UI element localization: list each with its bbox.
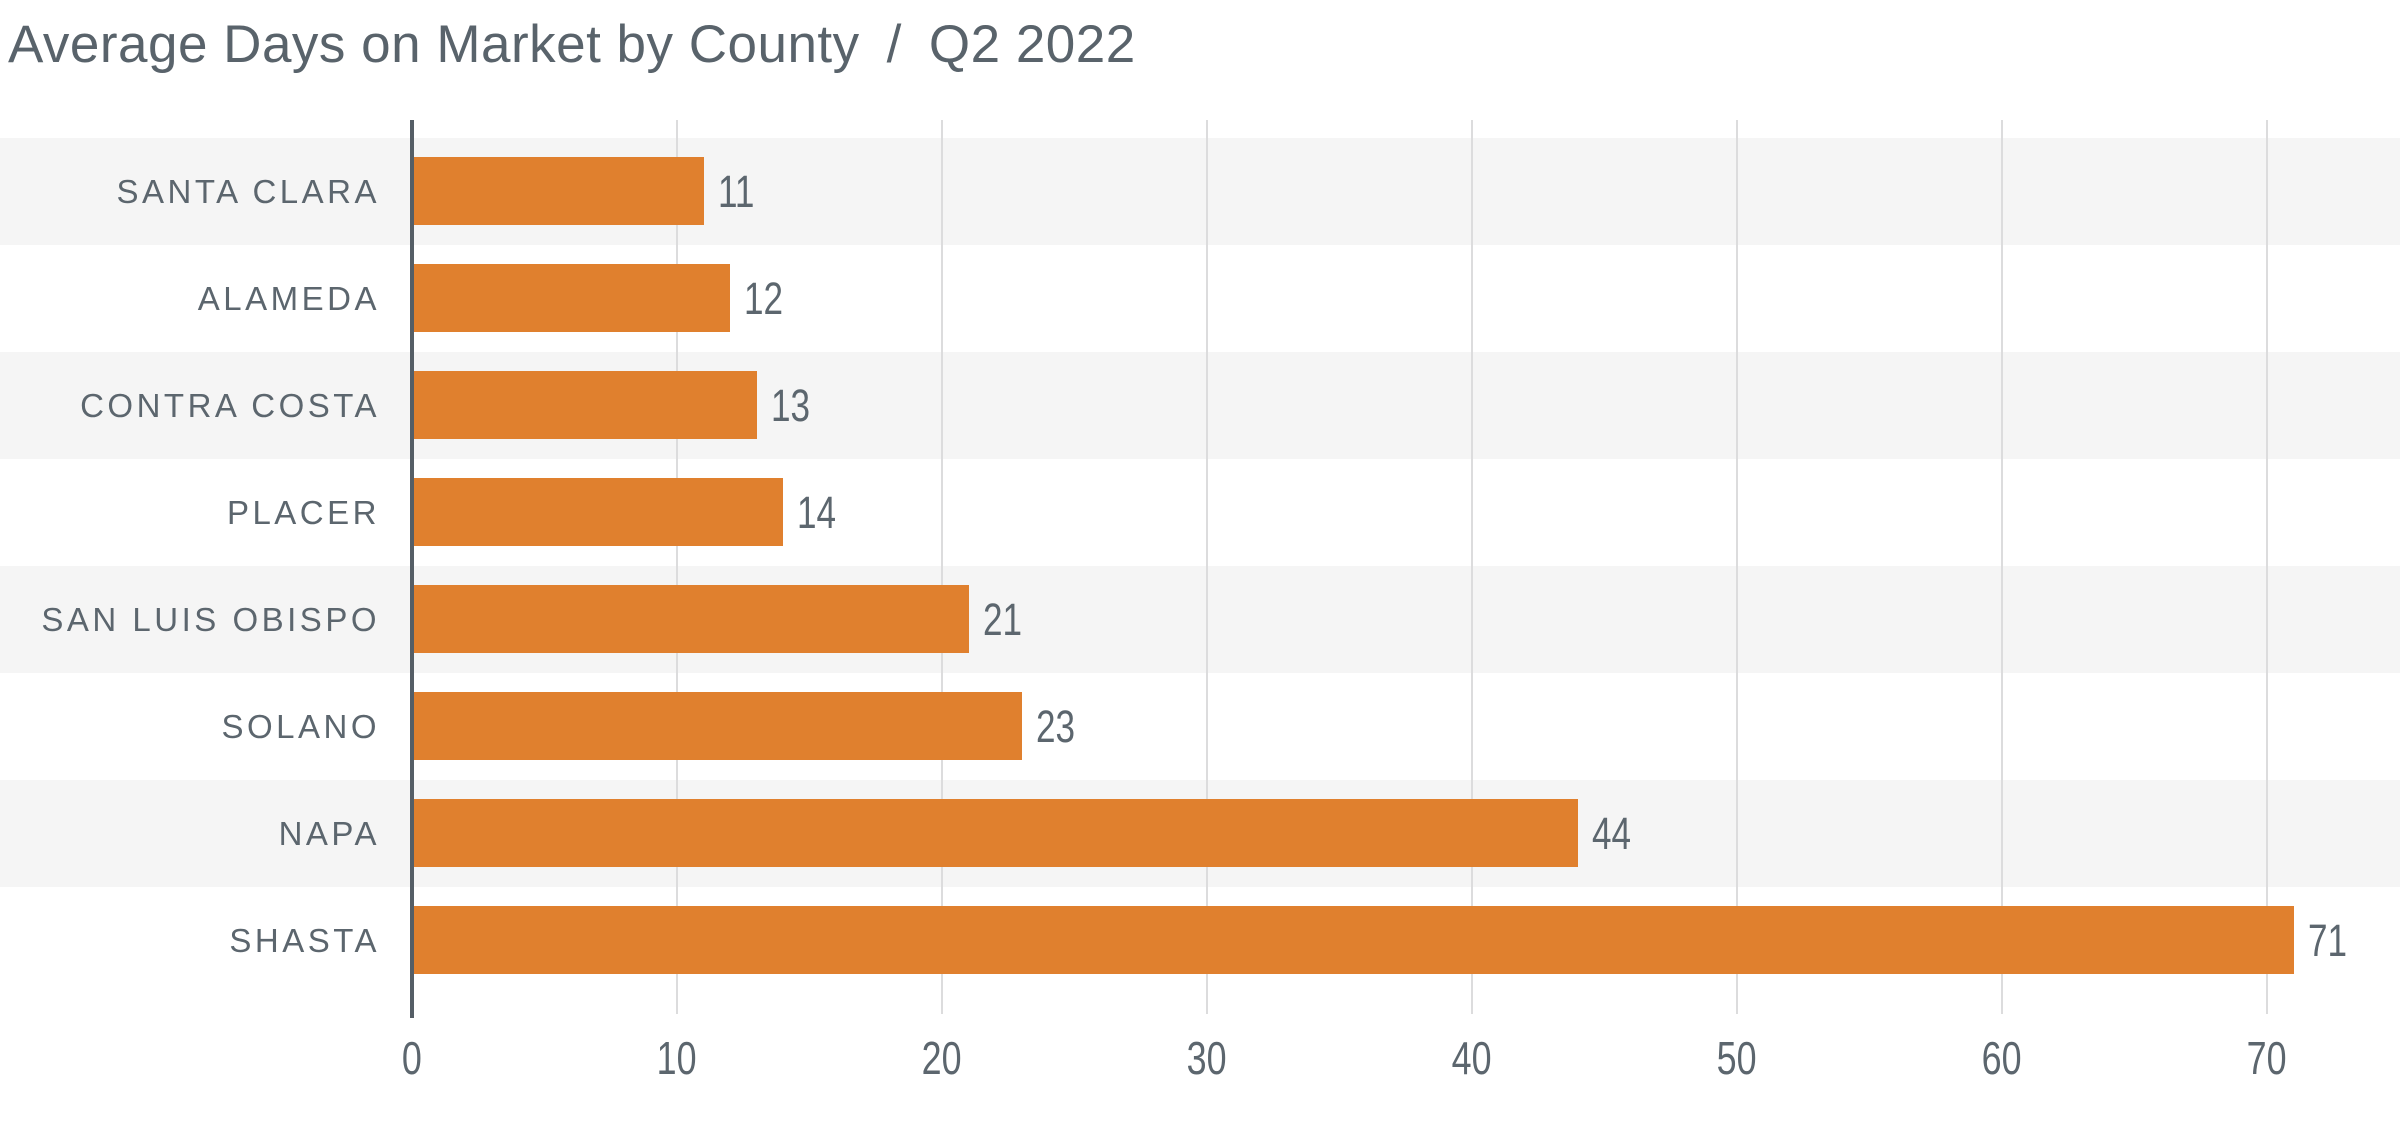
value-label-digits: 71	[2307, 915, 2347, 966]
bar	[414, 799, 1578, 867]
value-label: 44	[1592, 780, 1642, 887]
value-label-digits: 23	[1035, 701, 1075, 752]
chart-title-main: Average Days on Market by County	[8, 15, 860, 74]
value-label-digits: 12	[744, 273, 784, 324]
chart-title: Average Days on Market by County / Q2 2022	[8, 14, 1136, 75]
x-tick-digits: 10	[657, 1032, 697, 1084]
x-tick-label: 30	[1127, 1032, 1287, 1084]
bar	[414, 264, 730, 332]
x-tick-digits: 0	[402, 1032, 422, 1084]
value-label: 12	[744, 245, 794, 352]
value-label-digits: 14	[797, 487, 837, 538]
category-label: SOLANO	[221, 708, 380, 745]
gridline	[676, 120, 678, 1014]
x-tick-label: 10	[597, 1032, 757, 1084]
value-label: 21	[983, 566, 1033, 673]
gridline	[1471, 120, 1473, 1014]
value-label-digits: 11	[717, 166, 754, 217]
x-tick-digits: 20	[922, 1032, 962, 1084]
chart-title-separator: /	[886, 15, 902, 74]
row-band	[0, 566, 2400, 673]
bar	[414, 585, 969, 653]
x-tick-label: 40	[1392, 1032, 1552, 1084]
bar	[414, 157, 704, 225]
chart-title-period: Q2 2022	[928, 15, 1136, 74]
x-tick-digits: 70	[2247, 1032, 2287, 1084]
value-label-digits: 21	[982, 594, 1022, 645]
value-label: 14	[797, 459, 847, 566]
bar	[414, 692, 1022, 760]
category-label: SAN LUIS OBISPO	[41, 601, 380, 638]
value-label: 11	[718, 138, 765, 245]
category-label: SHASTA	[229, 922, 380, 959]
x-tick-digits: 40	[1452, 1032, 1492, 1084]
gridline	[1206, 120, 1208, 1014]
x-tick-digits: 50	[1717, 1032, 1757, 1084]
x-tick-label: 50	[1657, 1032, 1817, 1084]
category-label: SANTA CLARA	[116, 173, 380, 210]
category-label: ALAMEDA	[197, 280, 380, 317]
row-band	[0, 138, 2400, 245]
gridline	[1736, 120, 1738, 1014]
value-label: 13	[771, 352, 821, 459]
x-tick-label: 70	[2187, 1032, 2347, 1084]
x-tick-label: 60	[1922, 1032, 2082, 1084]
value-label-digits: 44	[1592, 808, 1632, 859]
value-label-digits: 13	[770, 380, 810, 431]
x-tick-digits: 60	[1982, 1032, 2022, 1084]
gridline	[2001, 120, 2003, 1014]
value-label: 23	[1036, 673, 1086, 780]
gridline	[941, 120, 943, 1014]
bar	[414, 478, 783, 546]
x-tick-label: 0	[332, 1032, 492, 1084]
gridline	[2266, 120, 2268, 1014]
bar	[414, 906, 2294, 974]
row-band	[0, 352, 2400, 459]
category-label: PLACER	[226, 494, 380, 531]
category-label: CONTRA COSTA	[80, 387, 380, 424]
x-tick-digits: 30	[1187, 1032, 1227, 1084]
category-label: NAPA	[278, 815, 380, 852]
value-label: 71	[2308, 887, 2358, 994]
x-tick-label: 20	[862, 1032, 1022, 1084]
bar	[414, 371, 757, 439]
y-axis-line	[410, 120, 414, 1018]
